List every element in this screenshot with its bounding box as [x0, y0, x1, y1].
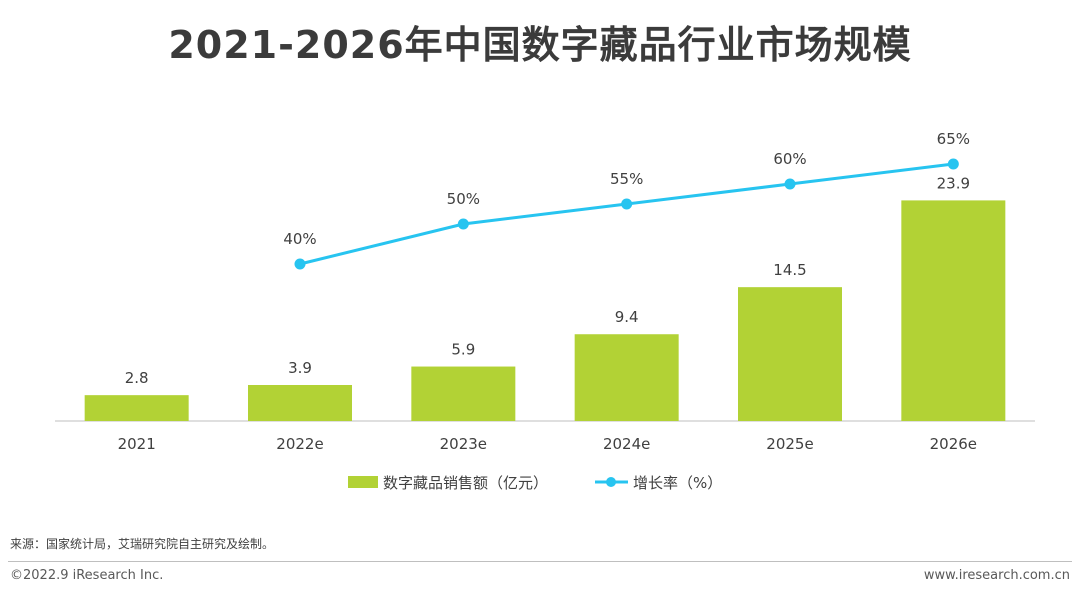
growth-rate-point	[947, 158, 959, 170]
growth-rate-point	[457, 218, 469, 230]
growth-rate-label: 60%	[773, 150, 806, 168]
growth-rate-label: 50%	[447, 190, 480, 208]
x-tick-label: 2025e	[766, 435, 813, 453]
footer-divider	[8, 561, 1072, 562]
chart-title: 2021-2026年中国数字藏品行业市场规模	[168, 23, 912, 67]
legend-bar-swatch	[348, 476, 378, 488]
x-tick-label: 2021	[118, 435, 156, 453]
x-tick-label: 2026e	[930, 435, 977, 453]
legend-line-label: 增长率（%）	[633, 474, 722, 492]
bar-2023e	[411, 366, 516, 421]
x-tick-label: 2022e	[276, 435, 323, 453]
x-tick-label: 2024e	[603, 435, 650, 453]
growth-rate-label: 65%	[937, 130, 970, 148]
legend-bar-label: 数字藏品销售额（亿元）	[383, 474, 548, 492]
bar-2025e	[738, 287, 842, 421]
copyright: ©2022.9 iResearch Inc.	[10, 568, 164, 583]
bar-value-label: 14.5	[773, 261, 806, 279]
growth-rate-point	[294, 258, 306, 270]
source-note: 来源：国家统计局，艾瑞研究院自主研究及绘制。	[10, 537, 275, 551]
x-tick-label: 2023e	[440, 435, 487, 453]
growth-rate-point	[621, 198, 633, 210]
bar-value-label: 23.9	[937, 174, 970, 192]
bar-2024e	[574, 334, 679, 421]
website-url: www.iresearch.com.cn	[923, 568, 1070, 583]
bar-value-label: 3.9	[288, 359, 312, 377]
bar-value-label: 9.4	[615, 308, 639, 326]
bar-value-label: 2.8	[125, 369, 149, 387]
legend-line-marker	[606, 477, 616, 487]
growth-rate-label: 55%	[610, 170, 643, 188]
bar-2021	[84, 395, 189, 421]
chart-area: 2.8 2021 3.9 2022e 5.9 2023e 9.4 2024e 14.5 2025e…	[55, 130, 1035, 492]
bar-value-label: 5.9	[451, 341, 475, 359]
bar-2026e	[901, 200, 1006, 421]
growth-rate-point	[784, 178, 796, 190]
growth-rate-label: 40%	[283, 230, 316, 248]
bar-2022e	[248, 385, 352, 421]
